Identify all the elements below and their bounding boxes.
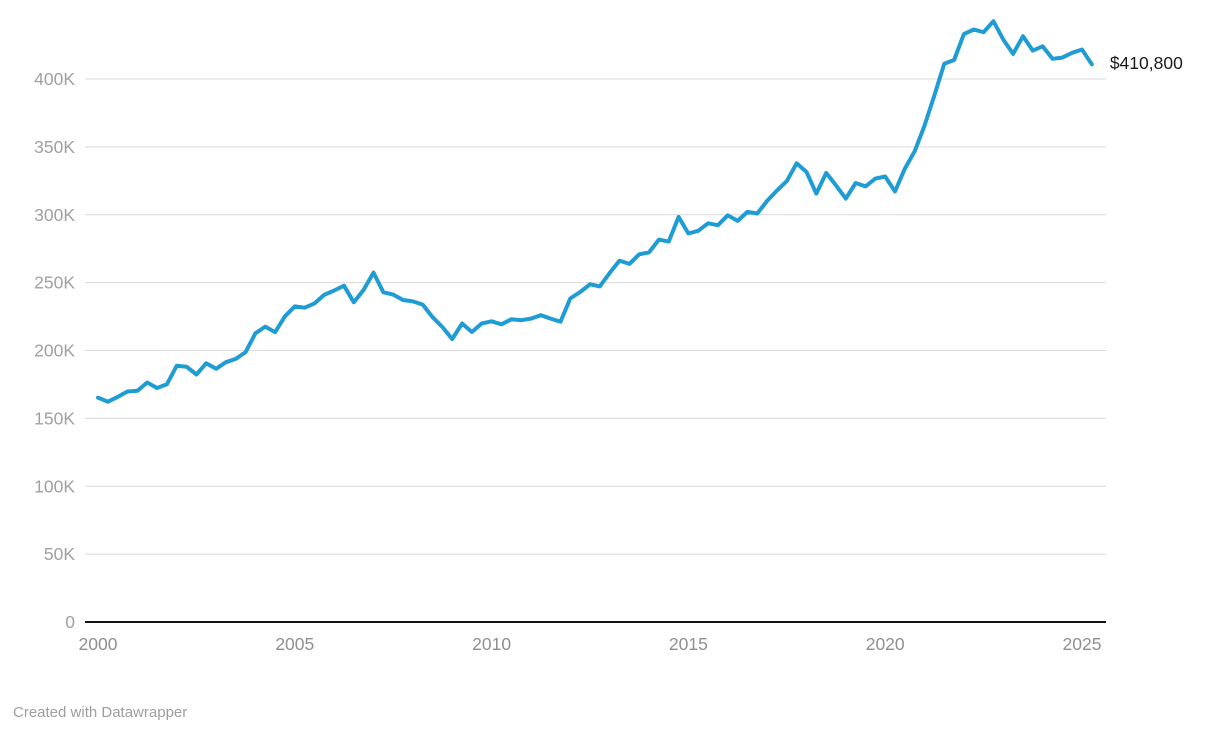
y-tick-label: 400K (34, 69, 75, 89)
x-tick-label: 2005 (275, 634, 314, 654)
x-tick-label: 2020 (866, 634, 905, 654)
y-tick-label: 100K (34, 476, 75, 496)
y-tick-label: 300K (34, 205, 75, 225)
y-tick-label: 0 (65, 612, 75, 632)
x-tick-label: 2000 (79, 634, 118, 654)
x-tick-label: 2015 (669, 634, 708, 654)
last-value-label: $410,800 (1109, 53, 1183, 74)
datawrapper-attribution: Created with Datawrapper (13, 704, 188, 721)
y-tick-label: 250K (34, 273, 75, 293)
y-tick-label: 200K (34, 341, 75, 361)
x-tick-label: 2010 (472, 634, 511, 654)
price-line[interactable] (96, 19, 1094, 404)
y-tick-label: 150K (34, 408, 75, 428)
y-tick-label: 50K (44, 544, 75, 564)
x-tick-label: 2025 (1063, 634, 1102, 654)
y-tick-label: 350K (34, 137, 75, 157)
